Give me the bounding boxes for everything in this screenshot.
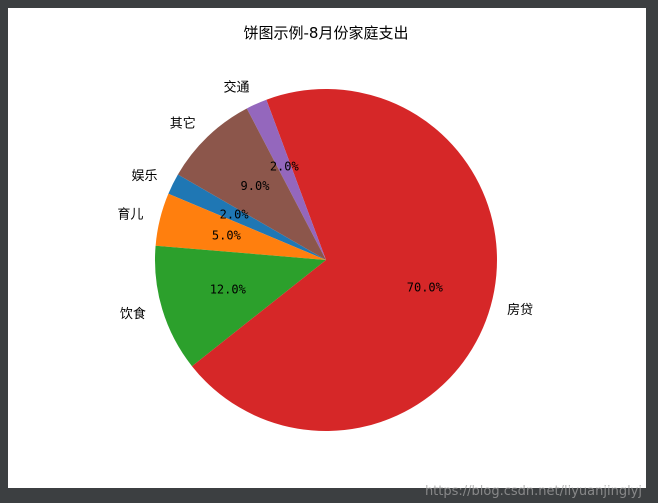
figure-canvas: 饼图示例-8月份家庭支出 2.0% 娱乐 5.0% 育儿 12.0% 饮食 70.0% 房贷 2…	[8, 8, 646, 488]
slice-category-label: 饮食	[120, 306, 146, 322]
pie-slice	[168, 174, 326, 260]
pie-chart: 饼图示例-8月份家庭支出 2.0%娱乐5.0%育儿12.0%饮食70.0%房贷2…	[117, 24, 533, 431]
slice-percent-label: 2.0%	[270, 159, 300, 173]
labels-layer: 2.0% 娱乐 5.0% 育儿 12.0% 饮食 70.0% 房贷 2.0% 交通 9.0% 其它	[117, 80, 533, 322]
pie-slice	[246, 99, 326, 260]
slice-category-label: 娱乐	[132, 169, 158, 184]
pie-slice	[177, 108, 326, 261]
slice-category-label: 交通	[223, 80, 249, 96]
slice-percent-label: 2.0%	[220, 207, 250, 221]
pie-slice	[191, 88, 497, 431]
slice-category-label: 育儿	[117, 207, 143, 223]
slice-category-label: 房贷	[507, 302, 533, 318]
slice-percent-label: 70.0%	[407, 281, 444, 295]
chart-title: 饼图示例-8月份家庭支出	[244, 24, 409, 42]
pie-slice	[155, 245, 326, 367]
slice-category-label: 其它	[170, 116, 196, 132]
watermark-text: https://blog.csdn.net/liyuanjinglyj	[424, 484, 642, 499]
slice-percent-label: 9.0%	[241, 179, 271, 193]
slices-layer	[155, 88, 497, 431]
slice-percent-label: 5.0%	[212, 229, 242, 243]
pie-slice	[155, 193, 326, 260]
slice-percent-label: 12.0%	[210, 283, 247, 297]
